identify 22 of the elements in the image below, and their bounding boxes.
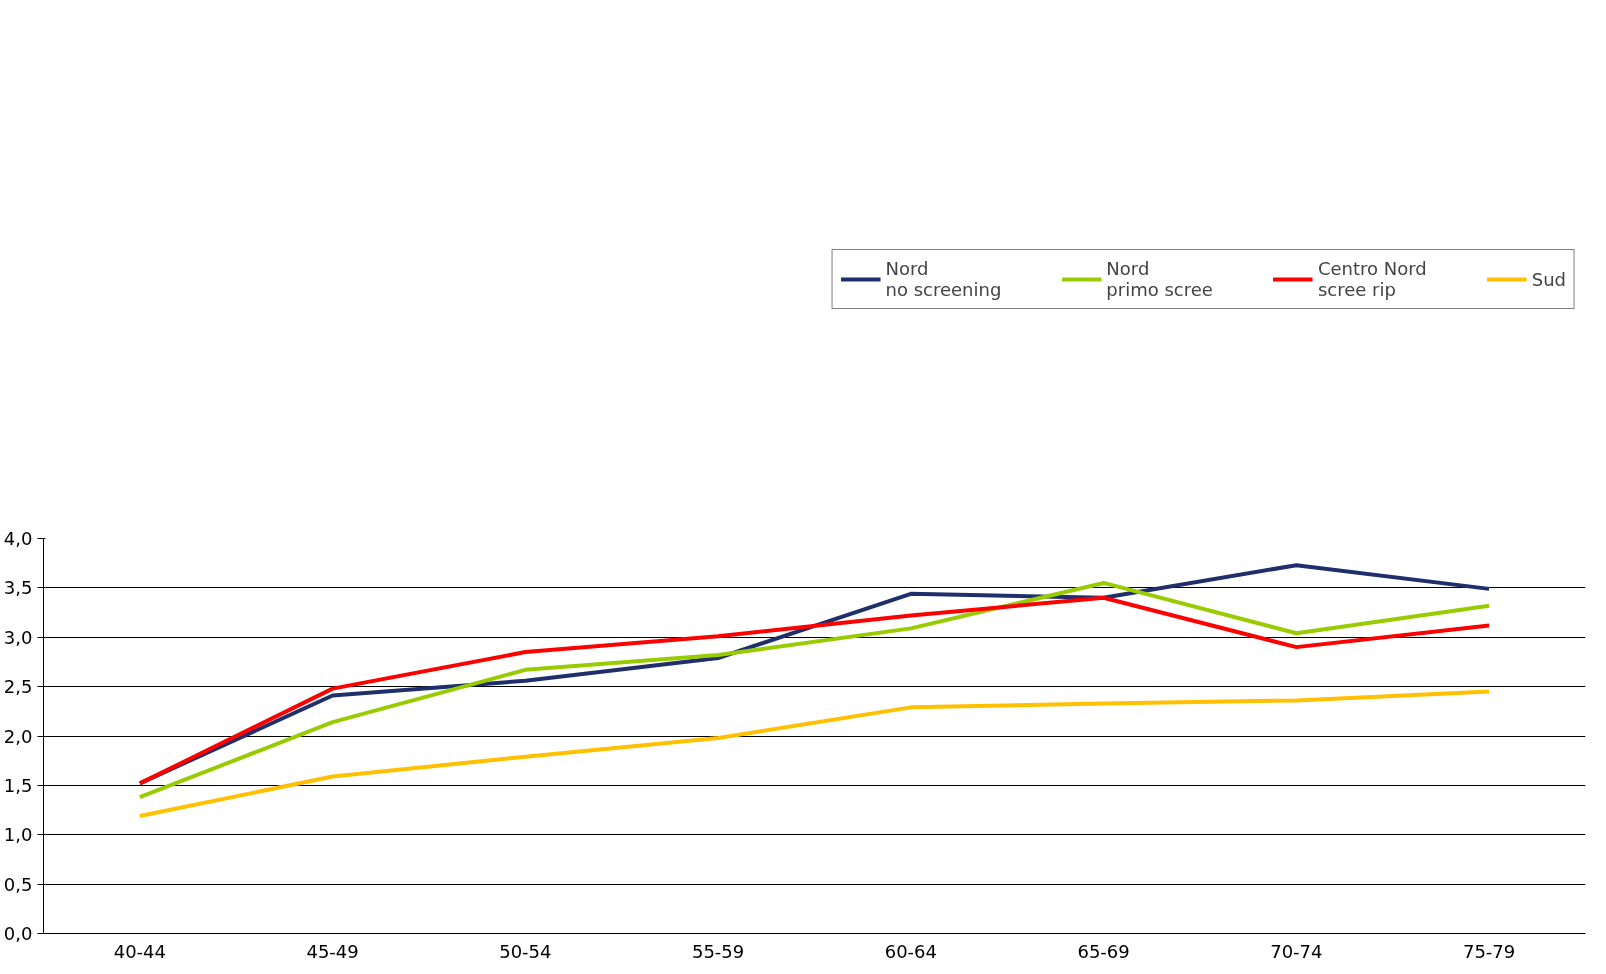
legend-label: Centro Nord scree rip: [1317, 258, 1427, 300]
y-tick-label: 0,0: [3, 923, 33, 944]
y-tick-label: 3,0: [3, 626, 33, 648]
y-tick-label: 3,5: [3, 577, 33, 599]
x-tick-label: 55-59: [691, 940, 745, 962]
y-tick-label: 1,5: [3, 774, 33, 796]
x-tick-label: 40-44: [113, 940, 167, 962]
x-tick-label: 60-64: [884, 940, 938, 962]
legend-label: Nord no screening: [885, 258, 1002, 300]
y-tick-label: 4,0: [3, 528, 33, 549]
y-tick-label: 2,5: [3, 676, 33, 698]
line-series: [137, 689, 1492, 818]
x-tick-label: 45-49: [306, 940, 359, 962]
x-tick-label: 70-74: [1270, 940, 1323, 962]
legend-label: Nord primo scree: [1106, 258, 1213, 300]
x-tick-label: 65-69: [1077, 940, 1130, 962]
y-tick-label: 2,0: [3, 725, 33, 747]
y-tick-label: 1,0: [3, 824, 33, 846]
y-tick-label: 0,5: [3, 873, 33, 895]
x-tick-label: 50-54: [499, 940, 552, 962]
x-tick-label: 75-79: [1462, 940, 1516, 962]
legend-label: Sud: [1531, 268, 1566, 290]
